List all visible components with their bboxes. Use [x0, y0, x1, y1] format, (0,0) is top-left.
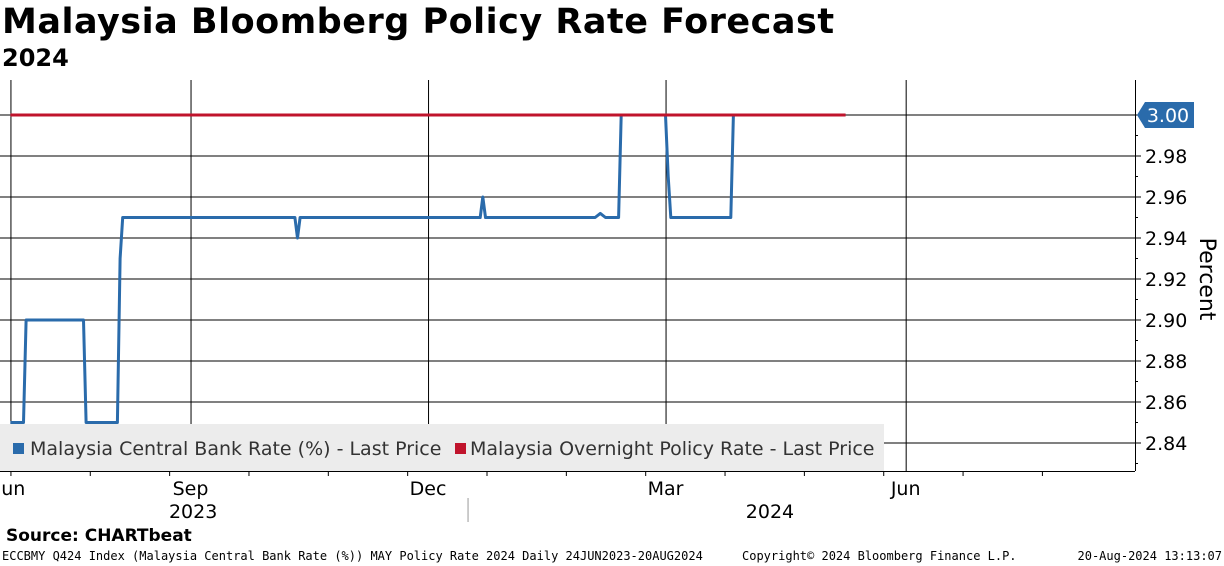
legend-label-blue: Malaysia Central Bank Rate (%) - Last Pr…	[30, 438, 441, 460]
x-tick-label: Mar	[648, 478, 684, 500]
x-tick-label: Jun	[0, 478, 25, 500]
last-value-tag: 3.00	[1137, 102, 1194, 128]
source-note: Source: CHARTbeat	[6, 526, 192, 546]
footer-ticker-info: ECCBMY Q424 Index (Malaysia Central Bank…	[2, 549, 703, 563]
footer-timestamp: 20-Aug-2024 13:13:07	[1077, 549, 1223, 563]
x-tick-label: Jun	[890, 478, 921, 500]
y-tick-label: 2.96	[1145, 187, 1187, 209]
y-tick-label: 2.98	[1145, 146, 1187, 168]
y-tick-label: 2.94	[1145, 228, 1187, 250]
y-tick-label: 2.90	[1145, 310, 1187, 332]
x-tick-label: Sep	[173, 478, 209, 500]
legend-swatch-blue	[13, 443, 24, 454]
last-value-label: 3.00	[1147, 105, 1189, 127]
x-year-label: 2023	[169, 501, 217, 523]
y-tick-label: 2.84	[1145, 433, 1187, 455]
plot-area-background	[0, 80, 1135, 471]
series-line-central-bank-rate	[10, 113, 755, 424]
legend-swatch-red	[455, 443, 466, 454]
footer-copyright: Copyright© 2024 Bloomberg Finance L.P.	[742, 549, 1017, 563]
y-tick-label: 2.88	[1145, 351, 1187, 373]
y-tick-label: 2.92	[1145, 269, 1187, 291]
chart-subtitle: 2024	[2, 44, 69, 72]
y-axis-label: Percent	[1194, 238, 1219, 321]
legend-label-red: Malaysia Overnight Policy Rate - Last Pr…	[470, 438, 875, 460]
x-year-label: 2024	[746, 501, 794, 523]
chart-title: Malaysia Bloomberg Policy Rate Forecast	[2, 2, 835, 42]
legend-box	[0, 424, 884, 472]
x-tick-label: Dec	[410, 478, 447, 500]
y-tick-label: 2.86	[1145, 392, 1187, 414]
